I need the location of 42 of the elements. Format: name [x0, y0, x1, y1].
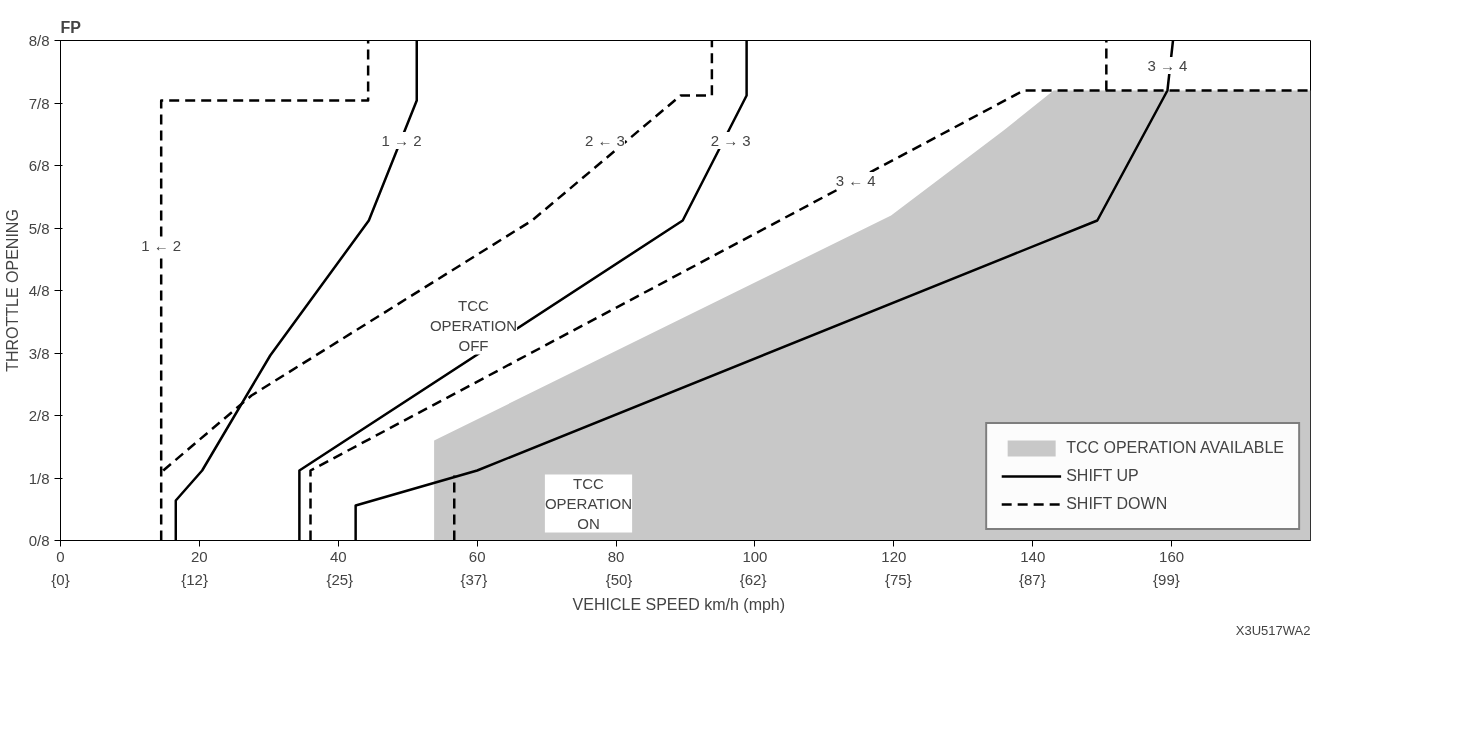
- y-tick-label: 2/8: [28, 407, 50, 424]
- x-tick-label: 60: [468, 547, 486, 565]
- x-tick-label: 160: [1159, 547, 1185, 565]
- y-axis-title: THROTTLE OPENING: [3, 209, 21, 372]
- y-tick-label: 7/8: [28, 94, 50, 112]
- chart-title: FP: [60, 18, 82, 36]
- x-tick-label: 100: [742, 547, 768, 565]
- x2-tick-label: {87}: [1019, 570, 1046, 588]
- annotation: 3 → 4: [1147, 57, 1188, 74]
- x-tick-label: 120: [881, 547, 907, 565]
- annotation: 3 ← 4: [835, 172, 876, 189]
- y-tick-label: 6/8: [28, 157, 50, 174]
- x2-tick-label: {12}: [181, 570, 208, 588]
- x2-tick-label: {50}: [605, 570, 633, 588]
- y-tick-label: 0/8: [28, 532, 50, 549]
- y-tick-label: 4/8: [28, 282, 50, 299]
- y-tick-label: 1/8: [28, 469, 50, 487]
- x-tick-label: 40: [329, 547, 347, 565]
- y-tick-label: 8/8: [28, 32, 50, 49]
- x2-tick-label: {25}: [326, 570, 354, 588]
- series-label: TCC OPERATION AVAILABLE: [1066, 439, 1284, 457]
- x-tick-label: 0: [56, 547, 65, 565]
- x2-tick-label: {37}: [460, 570, 488, 588]
- annotation: TCC OPERATION OFF: [429, 296, 518, 355]
- x-tick-label: 140: [1020, 547, 1046, 565]
- text: X3U517WA2: [1235, 622, 1311, 638]
- x-tick-label: 80: [607, 547, 625, 565]
- x2-tick-label: {0}: [51, 570, 70, 588]
- x-tick-label: 20: [191, 547, 208, 565]
- annotation: TCC OPERATION ON: [544, 474, 633, 533]
- x-axis-title: VEHICLE SPEED km/h (mph): [572, 595, 786, 613]
- legend-label: SHIFT UP: [1066, 467, 1139, 485]
- x2-tick-label: {75}: [884, 570, 912, 588]
- legend-label: SHIFT DOWN: [1066, 495, 1168, 513]
- annotation: 2 → 3: [710, 132, 751, 149]
- annotation: 2 ← 3: [584, 132, 625, 149]
- y-tick-label: 5/8: [28, 219, 50, 237]
- annotation: 1 → 2: [381, 132, 422, 149]
- x2-tick-label: {62}: [739, 570, 767, 588]
- x2-tick-label: {99}: [1153, 570, 1180, 588]
- annotation: 1 ← 2: [141, 237, 182, 254]
- y-tick-label: 3/8: [28, 344, 50, 362]
